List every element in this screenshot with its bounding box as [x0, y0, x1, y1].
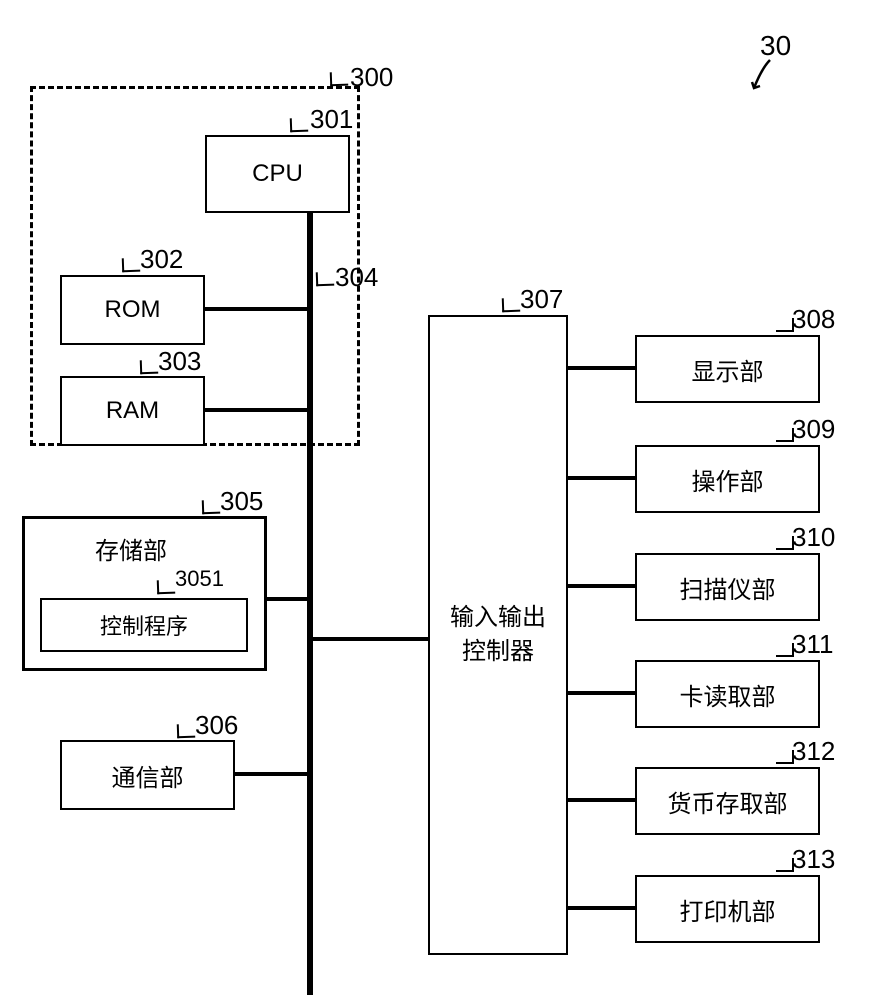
printer-ref-label: 313 — [792, 844, 835, 875]
printer-tick-icon — [776, 858, 794, 872]
ram-label: RAM — [106, 397, 159, 425]
io-controller-ref-label: 307 — [520, 284, 563, 315]
cpu-ref-label: 301 — [310, 104, 353, 135]
money-label: 货币存取部 — [668, 784, 788, 819]
control-group-ref-label: 300 — [350, 62, 393, 93]
rom-label: ROM — [105, 296, 161, 324]
card-reader-connector — [568, 691, 635, 695]
cpu-box: CPU — [205, 135, 350, 213]
io-controller-box: 输入输出 控制器 — [428, 315, 568, 955]
bus-tick-icon — [316, 272, 334, 287]
ram-ref-label: 303 — [158, 346, 201, 377]
storage-connector — [267, 597, 307, 601]
ram-box: RAM — [60, 376, 205, 446]
operation-tick-icon — [776, 428, 794, 442]
storage-ref-label: 305 — [220, 486, 263, 517]
card-reader-ref-label: 311 — [792, 629, 833, 660]
money-connector — [568, 798, 635, 802]
storage-label: 存储部 — [95, 531, 167, 566]
io-controller-label-line2: 控制器 — [462, 635, 534, 669]
operation-ref-label: 309 — [792, 414, 835, 445]
money-tick-icon — [776, 750, 794, 764]
rom-box: ROM — [60, 275, 205, 345]
card-reader-label: 卡读取部 — [680, 677, 776, 712]
printer-label: 打印机部 — [680, 892, 776, 927]
diagram-canvas: 30 300 304 CPU 301 ROM 302 RAM 303 存储部 3… — [0, 0, 875, 1000]
comm-ref-label: 306 — [195, 710, 238, 741]
scanner-connector — [568, 584, 635, 588]
control-program-label: 控制程序 — [100, 609, 188, 641]
comm-label: 通信部 — [112, 758, 184, 793]
control-group-tick-icon — [330, 72, 348, 87]
ram-connector — [205, 408, 307, 412]
control-program-ref-label: 3051 — [175, 566, 224, 592]
scanner-box: 扫描仪部 — [635, 553, 820, 621]
display-tick-icon — [776, 318, 794, 332]
card-reader-box: 卡读取部 — [635, 660, 820, 728]
comm-box: 通信部 — [60, 740, 235, 810]
cpu-tick-icon — [290, 118, 308, 133]
rom-connector — [205, 307, 307, 311]
comm-connector — [235, 772, 307, 776]
display-label: 显示部 — [692, 352, 764, 387]
cpu-label: CPU — [252, 160, 303, 188]
overall-arrow-icon — [748, 58, 768, 88]
operation-connector — [568, 476, 635, 480]
display-box: 显示部 — [635, 335, 820, 403]
storage-tick-icon — [202, 500, 220, 515]
operation-box: 操作部 — [635, 445, 820, 513]
rom-tick-icon — [122, 258, 140, 273]
scanner-label: 扫描仪部 — [680, 570, 776, 605]
bus-line — [307, 213, 313, 995]
comm-tick-icon — [177, 724, 195, 739]
printer-connector — [568, 906, 635, 910]
ram-tick-icon — [140, 360, 158, 375]
io-controller-label-line1: 输入输出 — [450, 601, 546, 635]
operation-label: 操作部 — [692, 462, 764, 497]
control-program-box: 控制程序 — [40, 598, 248, 652]
bus-to-io-connector — [313, 637, 428, 641]
io-controller-tick-icon — [502, 298, 520, 313]
money-ref-label: 312 — [792, 736, 835, 767]
scanner-ref-label: 310 — [792, 522, 835, 553]
rom-ref-label: 302 — [140, 244, 183, 275]
scanner-tick-icon — [776, 536, 794, 550]
card-reader-tick-icon — [776, 643, 794, 657]
money-box: 货币存取部 — [635, 767, 820, 835]
control-program-tick-icon — [157, 580, 175, 595]
printer-box: 打印机部 — [635, 875, 820, 943]
display-connector — [568, 366, 635, 370]
bus-ref-label: 304 — [335, 262, 378, 293]
display-ref-label: 308 — [792, 304, 835, 335]
